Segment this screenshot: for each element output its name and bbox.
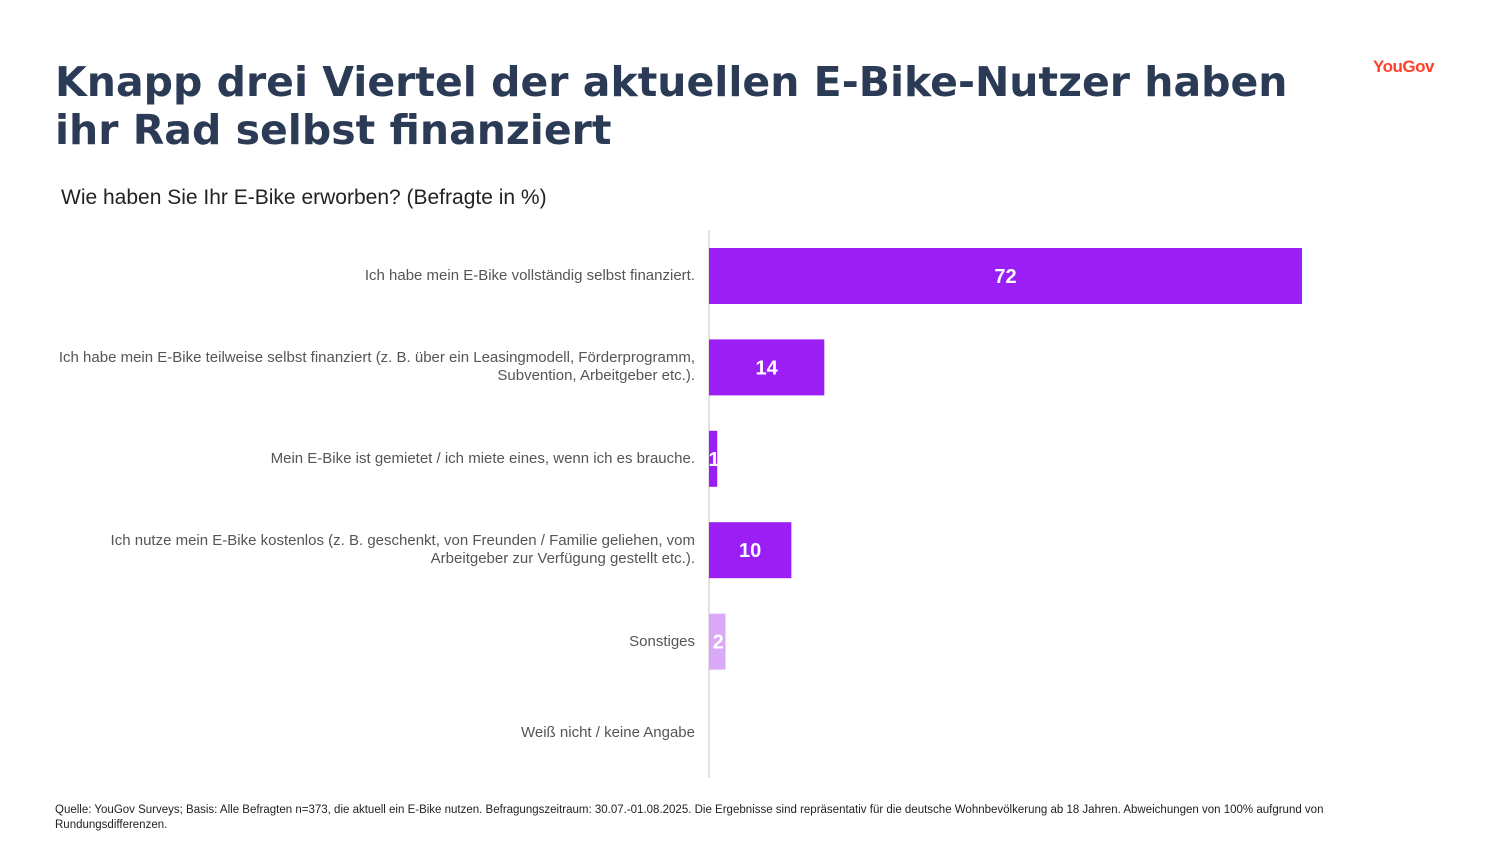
category-label-3: Ich nutze mein E-Bike kostenlos (z. B. g…	[110, 532, 695, 568]
category-label-1: Ich habe mein E-Bike teilweise selbst fi…	[58, 349, 695, 385]
chart-title: Wie haben Sie Ihr E-Bike erworben? (Befr…	[61, 186, 547, 209]
category-label-0: Ich habe mein E-Bike vollständig selbst …	[364, 267, 695, 284]
bar-2	[709, 430, 718, 487]
bar-value-label-1: 14	[756, 357, 779, 379]
bar-value-label-2: 1	[709, 449, 720, 471]
category-label-4: Sonstiges	[629, 632, 695, 650]
bar-value-label-0: 72	[994, 266, 1016, 288]
bar-1	[709, 339, 825, 396]
bar-value-label-3: 10	[739, 540, 761, 562]
bar-0	[709, 248, 1302, 304]
bar-4	[709, 613, 726, 670]
bar-value-label-4: 2	[713, 632, 724, 654]
category-label-2: Mein E-Bike ist gemietet / ich miete ein…	[270, 449, 695, 467]
source-footnote: Quelle: YouGov Surveys; Basis: Alle Befr…	[55, 804, 1324, 831]
page-title: Knapp drei Viertel der aktuellen E-Bike-…	[55, 58, 1288, 154]
yougov-logo: YouGov	[1373, 57, 1434, 76]
bar-3	[709, 522, 792, 579]
category-label-5: Weiß nicht / keine Angabe	[521, 724, 695, 741]
